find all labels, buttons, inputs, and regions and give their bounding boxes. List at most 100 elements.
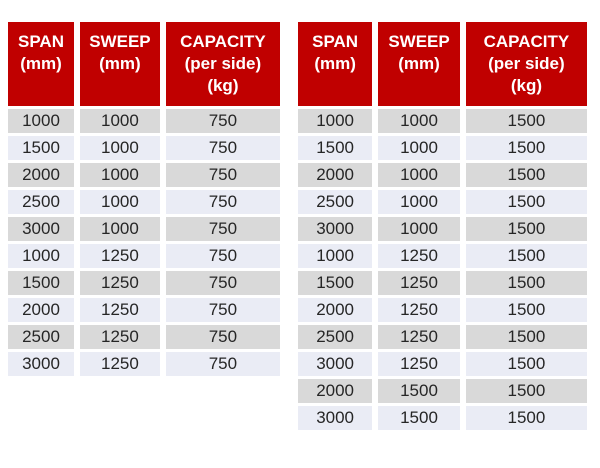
table-cell: 1250 (375, 267, 466, 296)
table-cell: 2000 (8, 294, 81, 323)
table-cell: 1500 (462, 213, 587, 242)
column-header-span: SPAN (mm) (8, 22, 81, 107)
table-row: 2500 1250 1500 (298, 321, 587, 350)
table-cell: 1500 (8, 132, 81, 161)
table-cell: 1500 (298, 267, 379, 296)
table-cell: 2500 (8, 186, 81, 215)
table-cell: 1500 (462, 240, 587, 269)
table-row: 1000 1000 1500 (298, 105, 587, 134)
table-cell: 3000 (298, 402, 379, 430)
table-row: 2000 1250 750 (8, 294, 280, 323)
table-cell: 1250 (375, 240, 466, 269)
table-cell: 750 (162, 159, 280, 188)
table-row: 1500 1250 1500 (298, 267, 587, 296)
table-cell: 1000 (77, 105, 166, 134)
table-cell: 1000 (77, 186, 166, 215)
table-cell: 2500 (298, 186, 379, 215)
table-cell: 750 (162, 105, 280, 134)
table-row: 2000 1000 750 (8, 159, 280, 188)
table-cell: 1500 (462, 267, 587, 296)
table-cell: 2000 (8, 159, 81, 188)
table-cell: 750 (162, 213, 280, 242)
table-cell: 750 (162, 240, 280, 269)
table-cell: 1500 (462, 294, 587, 323)
table-cell: 3000 (298, 348, 379, 377)
table-cell: 1250 (77, 294, 166, 323)
table-row: 2500 1000 750 (8, 186, 280, 215)
table-row: 2000 1000 1500 (298, 159, 587, 188)
table-cell: 2000 (298, 375, 379, 404)
table-row: 2000 1250 1500 (298, 294, 587, 323)
table-row: 3000 1000 750 (8, 213, 280, 242)
table-cell: 1250 (375, 321, 466, 350)
column-header-span: SPAN (mm) (298, 22, 379, 107)
table-cell: 1250 (375, 348, 466, 377)
table-cell: 1500 (462, 348, 587, 377)
table-cell: 1000 (8, 240, 81, 269)
table-cell: 1500 (462, 402, 587, 430)
table-cell: 1000 (375, 186, 466, 215)
table-cell: 1250 (375, 294, 466, 323)
table-cell: 1500 (462, 186, 587, 215)
table-cell: 750 (162, 348, 280, 376)
table-row: 1500 1000 750 (8, 132, 280, 161)
table-header: SPAN (mm) SWEEP (mm) CAPACITY (per side)… (298, 22, 587, 107)
spec-table-capacity-750: SPAN (mm) SWEEP (mm) CAPACITY (per side)… (8, 22, 280, 376)
table-cell: 1000 (77, 159, 166, 188)
table-body: 1000 1000 1500 1500 1000 1500 2000 1000 1500 2500… (298, 105, 587, 430)
table-cell: 1000 (8, 105, 81, 134)
table-cell: 1000 (375, 159, 466, 188)
table-cell: 1250 (77, 321, 166, 350)
table-cell: 1000 (375, 105, 466, 134)
table-cell: 750 (162, 321, 280, 350)
table-row: 3000 1000 1500 (298, 213, 587, 242)
table-row: 3000 1250 750 (8, 348, 280, 376)
table-row: 2500 1250 750 (8, 321, 280, 350)
table-header: SPAN (mm) SWEEP (mm) CAPACITY (per side)… (8, 22, 280, 107)
column-header-capacity: CAPACITY (per side) (kg) (462, 22, 587, 107)
table-cell: 1500 (375, 375, 466, 404)
table-cell: 1250 (77, 267, 166, 296)
table-cell: 3000 (8, 348, 81, 376)
table-row: 1000 1250 1500 (298, 240, 587, 269)
column-header-sweep: SWEEP (mm) (375, 22, 466, 107)
header-row: SPAN (mm) SWEEP (mm) CAPACITY (per side)… (8, 22, 280, 107)
table-cell: 750 (162, 186, 280, 215)
table-cell: 1500 (462, 132, 587, 161)
table-cell: 750 (162, 294, 280, 323)
table-cell: 1000 (77, 213, 166, 242)
header-row: SPAN (mm) SWEEP (mm) CAPACITY (per side)… (298, 22, 587, 107)
table-cell: 1500 (375, 402, 466, 430)
table-cell: 1500 (462, 375, 587, 404)
table-cell: 1500 (298, 132, 379, 161)
table-cell: 1000 (77, 132, 166, 161)
table-cell: 3000 (8, 213, 81, 242)
table-row: 3000 1500 1500 (298, 402, 587, 430)
table-cell: 1000 (375, 132, 466, 161)
table-cell: 1500 (462, 321, 587, 350)
table-cell: 1500 (8, 267, 81, 296)
table-cell: 1250 (77, 348, 166, 376)
column-header-sweep: SWEEP (mm) (77, 22, 166, 107)
column-header-capacity: CAPACITY (per side) (kg) (162, 22, 280, 107)
table-cell: 1250 (77, 240, 166, 269)
table-row: 1500 1000 1500 (298, 132, 587, 161)
table-cell: 2500 (8, 321, 81, 350)
table-cell: 1500 (462, 159, 587, 188)
spec-table-capacity-1500: SPAN (mm) SWEEP (mm) CAPACITY (per side)… (298, 22, 587, 430)
table-row: 1000 1250 750 (8, 240, 280, 269)
table-cell: 750 (162, 132, 280, 161)
table-row: 2500 1000 1500 (298, 186, 587, 215)
table-row: 3000 1250 1500 (298, 348, 587, 377)
table-row: 1000 1000 750 (8, 105, 280, 134)
table-row: 1500 1250 750 (8, 267, 280, 296)
table-body: 1000 1000 750 1500 1000 750 2000 1000 750 2500 100… (8, 105, 280, 376)
table-cell: 2500 (298, 321, 379, 350)
table-cell: 2000 (298, 294, 379, 323)
table-cell: 1500 (462, 105, 587, 134)
table-row: 2000 1500 1500 (298, 375, 587, 404)
table-cell: 1000 (298, 240, 379, 269)
table-cell: 3000 (298, 213, 379, 242)
table-cell: 1000 (375, 213, 466, 242)
